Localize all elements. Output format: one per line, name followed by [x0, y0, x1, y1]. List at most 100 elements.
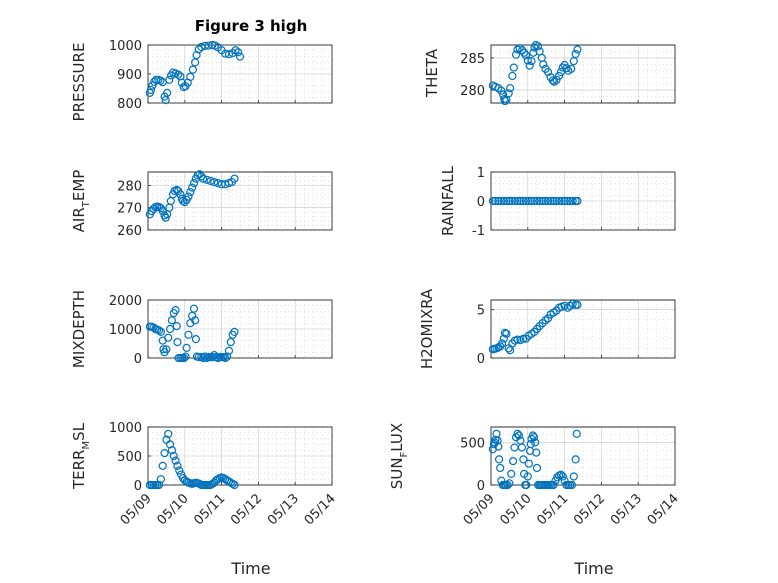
data-point — [513, 335, 522, 344]
panel-theta: 280 285 — [460, 40, 676, 106]
data-point — [167, 316, 177, 325]
data-point — [554, 196, 564, 206]
data-point — [500, 328, 510, 337]
data-point — [502, 329, 511, 338]
axes-outline — [490, 44, 676, 104]
data-point — [497, 339, 507, 348]
data-point — [521, 196, 531, 206]
data-point — [556, 470, 566, 479]
data-point — [506, 84, 515, 93]
data-point — [491, 196, 500, 206]
data-point — [191, 335, 200, 344]
data-point — [169, 451, 178, 461]
data-point — [154, 480, 164, 490]
data-point — [525, 61, 534, 70]
data-point — [181, 352, 190, 361]
y-tick-label: 800 — [117, 97, 142, 112]
data-point — [521, 51, 531, 60]
ylabel-rainfall: RAINFALL — [439, 165, 457, 236]
data-point — [516, 196, 525, 206]
data-point — [223, 352, 232, 361]
x-tick-label: 05/10 — [498, 491, 535, 528]
x-tick-label: 05/14 — [645, 491, 682, 528]
data-point — [235, 52, 245, 61]
data-point — [549, 480, 558, 490]
data-point — [541, 316, 550, 325]
xlabel-right: Time — [573, 559, 613, 578]
data-point — [494, 196, 503, 206]
data-point — [204, 41, 213, 50]
data-point — [538, 196, 547, 206]
data-point — [184, 330, 193, 339]
data-point — [206, 176, 215, 186]
data-point — [517, 443, 527, 452]
data-point — [530, 196, 539, 206]
data-point — [503, 480, 512, 490]
data-point — [502, 196, 511, 206]
data-point — [532, 196, 542, 206]
data-point — [186, 72, 195, 82]
x-tick-label: 05/09 — [118, 491, 155, 528]
data-point — [221, 353, 230, 363]
axes-outline — [490, 171, 676, 231]
data-point — [532, 448, 541, 457]
panel-sun-flux: 0 500 05/09 05/10 05/11 05/12 05/13 05/14 — [460, 426, 682, 528]
data-point — [552, 196, 561, 206]
data-point — [165, 75, 174, 84]
data-point — [230, 327, 239, 336]
data-point — [164, 333, 173, 342]
y-tick-label: 0 — [134, 352, 142, 367]
data-point — [176, 190, 185, 199]
panel-rainfall: -1 0 1 — [472, 166, 676, 239]
data-point — [523, 472, 532, 481]
panel-terr-msl: 0 500 1000 05/09 05/10 05/11 05/12 05/13 05/14 — [109, 421, 339, 528]
y-tick-label: 1000 — [109, 323, 142, 338]
data-point — [515, 44, 524, 53]
x-tick-label: 05/11 — [534, 491, 571, 528]
data-point — [531, 438, 540, 447]
y-tick-label: 900 — [117, 68, 142, 83]
axes-outline — [490, 299, 676, 359]
data-point — [494, 455, 504, 464]
y-tick-label: 1 — [477, 166, 485, 181]
data-point — [499, 334, 508, 343]
data-point — [549, 196, 558, 206]
data-point — [539, 60, 548, 69]
data-point — [567, 64, 576, 73]
x-tick-label: 05/13 — [608, 491, 645, 528]
data-point — [493, 436, 502, 445]
data-point — [571, 49, 580, 59]
data-point — [173, 461, 182, 470]
data-point — [488, 196, 497, 206]
data-point — [154, 326, 164, 335]
data-point — [535, 196, 544, 206]
y-tick-label: 0 — [477, 195, 485, 210]
data-point — [572, 429, 581, 438]
y-tick-label: 280 — [117, 179, 142, 194]
data-point — [184, 192, 193, 201]
data-point — [224, 346, 234, 355]
data-point — [194, 45, 203, 54]
y-tick-label: 2000 — [109, 294, 142, 309]
data-point — [563, 196, 572, 206]
data-point — [573, 45, 582, 54]
ylabel-air-temp: AIRTEMP — [70, 170, 92, 233]
data-point — [505, 479, 514, 488]
data-point — [186, 187, 195, 197]
xlabel-left: Time — [230, 559, 270, 578]
data-point — [175, 466, 184, 475]
ylabel-sun-flux: SUNFLUX — [388, 423, 410, 489]
ylabel-air-temp-sub: T — [81, 200, 92, 208]
data-point — [505, 196, 514, 206]
data-point — [179, 353, 189, 363]
y-tick-label: 0 — [477, 352, 485, 367]
data-point — [524, 459, 534, 468]
y-tick-label: 270 — [117, 202, 142, 217]
axes-outline — [147, 426, 333, 486]
data-point — [162, 345, 171, 354]
data-point — [156, 475, 165, 484]
data-point — [230, 174, 239, 183]
data-point — [513, 429, 522, 438]
data-point — [529, 433, 539, 442]
y-tick-label: 1000 — [109, 39, 142, 54]
